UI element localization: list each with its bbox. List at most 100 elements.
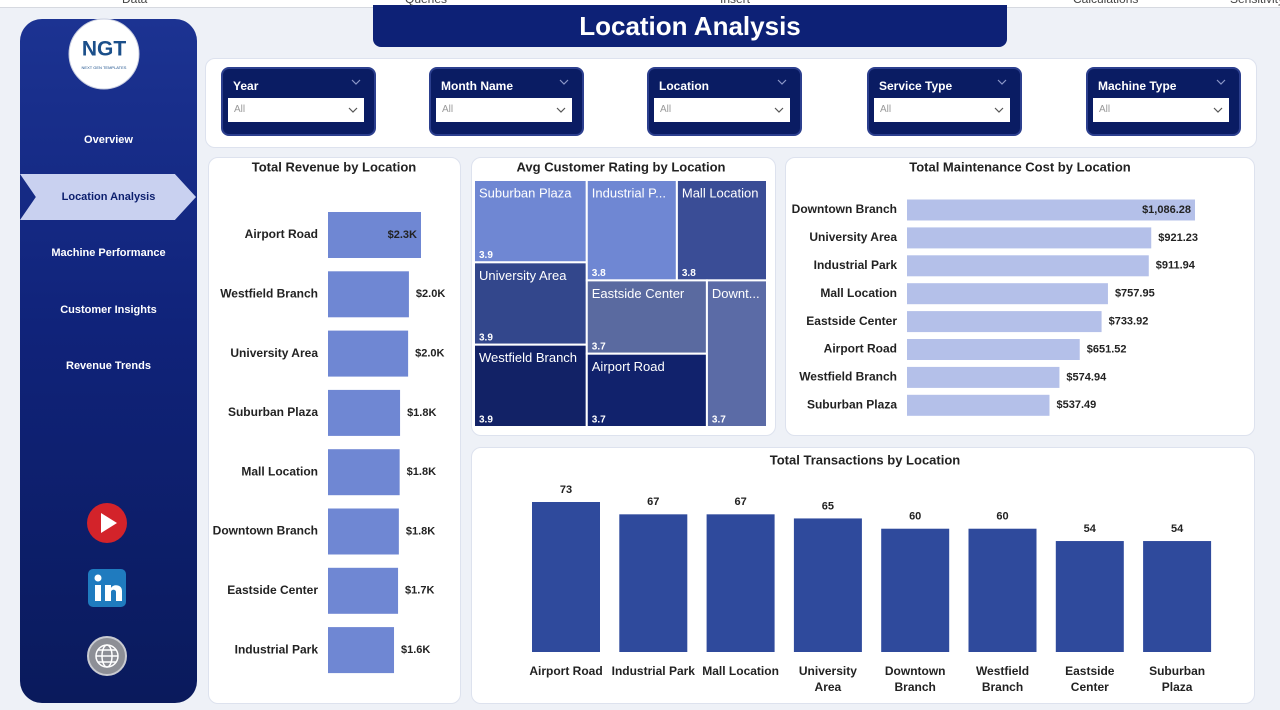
page-title: Location Analysis <box>373 5 1007 47</box>
filter[interactable]: Month Name All <box>429 67 584 136</box>
data-label: 73 <box>560 484 572 496</box>
dropdown[interactable]: All <box>228 98 364 122</box>
menu-tab[interactable]: Calculations <box>1073 0 1138 6</box>
data-label: $1,086.28 <box>1142 204 1191 216</box>
tile-value: 3.7 <box>592 341 606 352</box>
chevron <box>348 107 358 113</box>
linkedin-glyph <box>94 574 102 582</box>
filter-label: Location <box>659 79 709 93</box>
treemap-tile <box>585 352 708 428</box>
filter-label: Service Type <box>879 79 953 93</box>
bar <box>328 627 395 674</box>
y-tick-label: Suburban Plaza <box>228 405 318 419</box>
data-label: 67 <box>734 496 746 508</box>
nav-item[interactable]: Location Analysis <box>61 191 156 203</box>
tile-value: 3.7 <box>712 415 726 426</box>
x-tick-label: Airport Road <box>529 664 603 678</box>
x-tick-label: Downtown Branch <box>884 664 946 694</box>
y-tick-label: Industrial Park <box>235 642 319 656</box>
x-tick-label: Industrial Park <box>611 664 695 678</box>
data-label: $733.92 <box>1109 316 1149 328</box>
tile-label: Mall Location <box>682 185 759 200</box>
y-tick-label: University Area <box>809 230 897 244</box>
nav-item[interactable]: Overview <box>84 134 133 146</box>
tile-label: Airport Road <box>592 359 665 374</box>
bar <box>328 271 409 318</box>
data-label: $2.0K <box>415 348 444 360</box>
y-tick-label: Airport Road <box>245 227 318 241</box>
nav-item[interactable]: Revenue Trends <box>66 360 151 372</box>
filter[interactable]: Machine Type All <box>1086 67 1241 136</box>
logo-mark: NGT <box>82 38 127 61</box>
nav-item[interactable]: Machine Performance <box>51 247 166 259</box>
y-tick-label: Eastside Center <box>227 583 318 597</box>
treemap-tile <box>585 179 678 282</box>
bar <box>328 449 400 496</box>
data-label: $1.8K <box>407 466 436 478</box>
dropdown[interactable]: All <box>874 98 1010 122</box>
chevron <box>556 107 566 113</box>
data-label: $1.7K <box>405 585 434 597</box>
treemap-tile <box>473 343 588 428</box>
bar <box>1143 541 1212 652</box>
chevron <box>994 107 1004 113</box>
data-label: $1.6K <box>401 644 430 656</box>
bar <box>907 255 1149 277</box>
bar <box>907 366 1060 388</box>
dropdown[interactable]: All <box>654 98 790 122</box>
data-label: $2.3K <box>388 229 417 241</box>
data-label: $2.0K <box>416 288 445 300</box>
data-label: 67 <box>647 496 659 508</box>
data-label: $1.8K <box>407 407 436 419</box>
bar <box>328 212 421 258</box>
dropdown-value: All <box>880 104 892 115</box>
filter[interactable]: Location All <box>647 67 802 136</box>
chevron <box>1213 107 1223 113</box>
menu-tab[interactable]: Queries <box>405 0 447 6</box>
dropdown-value: All <box>234 104 246 115</box>
chart-title: Avg Customer Rating by Location <box>517 159 726 174</box>
chevron <box>1216 79 1226 85</box>
globe-glyph <box>95 644 119 668</box>
data-label: 54 <box>1171 523 1184 535</box>
chart-title: Total Transactions by Location <box>770 452 961 467</box>
dropdown[interactable]: All <box>1093 98 1229 122</box>
y-tick-label: Downtown Branch <box>213 524 318 538</box>
bar <box>328 389 401 436</box>
bar <box>532 502 600 652</box>
tile-value: 3.9 <box>479 250 493 261</box>
menu-tab[interactable]: Data <box>122 0 147 6</box>
youtube-play <box>101 513 117 533</box>
menu-tab[interactable]: Sensitivity <box>1230 0 1280 6</box>
y-tick-label: Eastside Center <box>806 314 897 328</box>
chevron <box>351 79 361 85</box>
bar <box>328 330 409 377</box>
bar <box>619 514 688 652</box>
chevron <box>774 107 784 113</box>
data-label: $1.8K <box>406 525 435 537</box>
tile-value: 3.8 <box>592 268 606 279</box>
filter-label: Month Name <box>441 79 513 93</box>
y-tick-label: Downtown Branch <box>792 202 897 216</box>
filter[interactable]: Service Type All <box>867 67 1022 136</box>
bar <box>907 227 1152 249</box>
x-tick-label: Westfield Branch <box>975 664 1030 694</box>
chart-title: Total Revenue by Location <box>252 159 417 174</box>
data-label: 60 <box>909 511 921 523</box>
menu-tab[interactable]: Insert <box>720 0 750 6</box>
nav-item[interactable]: Customer Insights <box>60 304 157 316</box>
y-tick-label: Industrial Park <box>814 258 898 272</box>
x-tick-label: Suburban Plaza <box>1149 664 1206 694</box>
y-tick-label: Mall Location <box>820 286 897 300</box>
bar <box>706 514 775 652</box>
y-tick-label: Suburban Plaza <box>807 397 897 411</box>
data-label: $757.95 <box>1115 288 1155 300</box>
data-label: 60 <box>996 511 1008 523</box>
filter-label: Machine Type <box>1098 79 1177 93</box>
dropdown[interactable]: All <box>436 98 572 122</box>
nav-active-indicator <box>20 174 196 220</box>
bar <box>968 528 1037 652</box>
filter[interactable]: Year All <box>221 67 376 136</box>
